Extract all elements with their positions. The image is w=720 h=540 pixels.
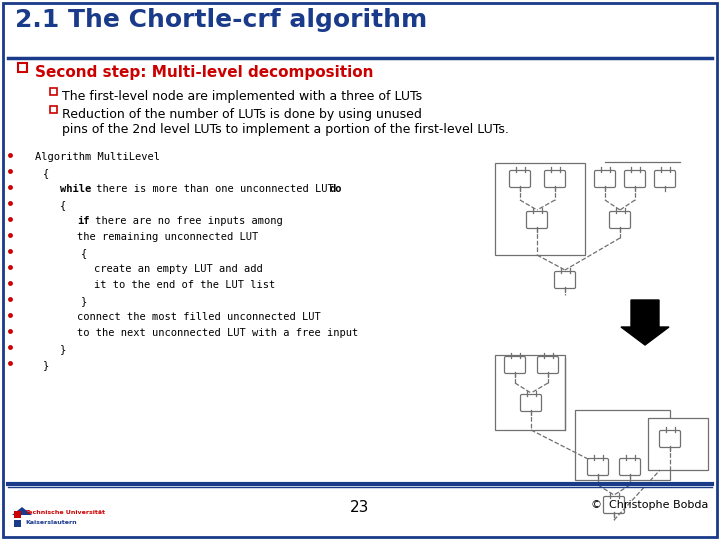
Polygon shape <box>12 507 32 515</box>
Text: Second step: Multi-level decomposition: Second step: Multi-level decomposition <box>35 65 374 80</box>
Bar <box>14 520 21 527</box>
Text: if: if <box>77 216 89 226</box>
Text: 23: 23 <box>351 500 369 515</box>
Text: do: do <box>330 184 343 194</box>
FancyBboxPatch shape <box>521 395 541 411</box>
Text: {: { <box>60 200 66 210</box>
Text: there is more than one unconnected LUT: there is more than one unconnected LUT <box>90 184 340 194</box>
Text: the remaining unconnected LUT: the remaining unconnected LUT <box>77 232 258 242</box>
Text: to the next unconnected LUT with a free input: to the next unconnected LUT with a free … <box>77 328 358 338</box>
Bar <box>50 88 57 95</box>
Bar <box>648 418 708 470</box>
FancyBboxPatch shape <box>554 272 575 288</box>
Text: Reduction of the number of LUTs is done by using unused: Reduction of the number of LUTs is done … <box>62 108 422 121</box>
Text: Algorithm MultiLevel: Algorithm MultiLevel <box>35 152 160 162</box>
FancyBboxPatch shape <box>660 430 680 448</box>
Text: Technische Universität: Technische Universität <box>25 510 105 515</box>
Bar <box>50 106 57 113</box>
Text: pins of the 2nd level LUTs to implement a portion of the first-level LUTs.: pins of the 2nd level LUTs to implement … <box>62 123 509 136</box>
Text: }: } <box>60 344 66 354</box>
FancyBboxPatch shape <box>538 356 559 374</box>
Text: {: { <box>43 168 50 178</box>
Text: ©  Christophe Bobda: © Christophe Bobda <box>590 500 708 510</box>
FancyBboxPatch shape <box>588 458 608 476</box>
Text: Kaiserslautern: Kaiserslautern <box>25 520 76 525</box>
Text: connect the most filled unconnected LUT: connect the most filled unconnected LUT <box>77 312 320 322</box>
Text: {: { <box>81 248 87 258</box>
Text: there are no free inputs among: there are no free inputs among <box>89 216 282 226</box>
FancyBboxPatch shape <box>595 171 616 187</box>
FancyBboxPatch shape <box>544 171 565 187</box>
Text: create an empty LUT and add: create an empty LUT and add <box>94 264 262 274</box>
Bar <box>495 163 585 255</box>
Text: while: while <box>60 184 91 194</box>
FancyBboxPatch shape <box>505 356 526 374</box>
FancyBboxPatch shape <box>624 171 646 187</box>
FancyBboxPatch shape <box>510 171 531 187</box>
Bar <box>18 63 27 72</box>
Text: The first-level node are implemented with a three of LUTs: The first-level node are implemented wit… <box>62 90 422 103</box>
Bar <box>575 410 670 480</box>
Text: it to the end of the LUT list: it to the end of the LUT list <box>94 280 275 290</box>
FancyBboxPatch shape <box>610 212 631 228</box>
Bar <box>14 511 21 518</box>
Polygon shape <box>621 300 669 345</box>
Text: 2.1 The Chortle-crf algorithm: 2.1 The Chortle-crf algorithm <box>15 8 427 32</box>
Text: }: } <box>81 296 87 306</box>
FancyBboxPatch shape <box>526 212 547 228</box>
Bar <box>495 355 565 430</box>
Text: }: } <box>43 360 50 370</box>
FancyBboxPatch shape <box>603 496 624 514</box>
FancyBboxPatch shape <box>654 171 675 187</box>
FancyBboxPatch shape <box>619 458 641 476</box>
